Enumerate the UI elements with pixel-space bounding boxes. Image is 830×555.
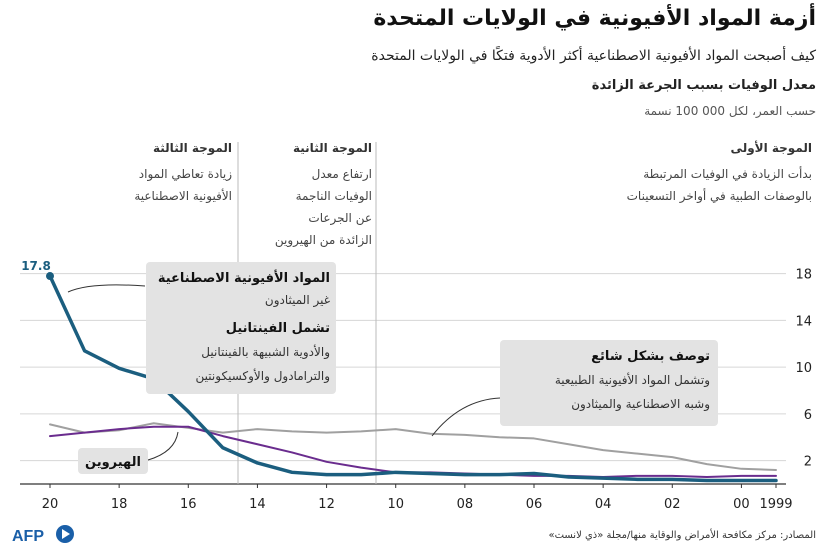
- callout-synthetic-line: غير الميثادون: [265, 293, 330, 308]
- metric-label: معدل الوفيات بسبب الجرعة الزائدة: [591, 78, 816, 93]
- callout-synthetic-subtitle: تشمل الفينتانيل: [226, 321, 330, 336]
- wave-second-title: الموجة الثانية: [293, 141, 372, 156]
- callout-heroin-leader: [147, 431, 179, 461]
- wave-third-title: الموجة الثالثة: [153, 141, 232, 156]
- x-tick-label: 18: [111, 497, 128, 512]
- source-note: المصادر: مركز مكافحة الأمراض والوقاية من…: [548, 530, 816, 541]
- chart-subtitle: كيف أصبحت المواد الأفيونية الاصطناعية أك…: [371, 48, 816, 64]
- x-tick-label: 04: [595, 497, 612, 512]
- wave-third: الموجة الثالثة زيادة تعاطي المواد الأفيو…: [134, 141, 232, 204]
- peak-point: [46, 272, 54, 281]
- series-line-synthetic: [48, 274, 778, 483]
- callout-prescription: توصف بشكل شائع وتشمل المواد الأفيونية ال…: [431, 340, 718, 437]
- y-tick-label: 2: [804, 455, 812, 470]
- wave-second: الموجة الثانية ارتفاع معدل الوفيات الناج…: [275, 141, 372, 248]
- series-line-prescription: [49, 422, 777, 471]
- wave-third-line: زيادة تعاطي المواد: [139, 167, 232, 182]
- callout-synthetic-leader: [67, 284, 146, 293]
- callout-synthetic-title: المواد الأفيونية الاصطناعية: [158, 269, 330, 286]
- callout-prescription-leader: [431, 397, 501, 437]
- wave-first-line: بالوصفات الطبية في أواخر التسعينات: [627, 188, 812, 204]
- x-tick-label: 14: [249, 497, 266, 512]
- x-tick-label: 08: [457, 497, 474, 512]
- x-tick-label: 16: [180, 497, 197, 512]
- callout-heroin-title: الهيروين: [85, 455, 141, 470]
- chart-title: أزمة المواد الأفيونية في الولايات المتحد…: [373, 6, 816, 31]
- y-tick-label: 6: [804, 408, 812, 423]
- callout-prescription-line: وتشمل المواد الأفيونية الطبيعية: [555, 372, 710, 388]
- wave-second-line: الزائدة من الهيروين: [275, 233, 372, 248]
- x-tick-label: 12: [318, 497, 335, 512]
- x-tick-label: 02: [664, 497, 681, 512]
- peak-value-label: 17.8: [21, 259, 51, 273]
- x-tick-label: 06: [526, 497, 543, 512]
- callout-heroin: الهيروين: [78, 431, 179, 474]
- wave-second-line: عن الجرعات: [308, 211, 372, 226]
- x-tick-label: 20: [42, 497, 59, 512]
- wave-first-title: الموجة الأولى: [731, 140, 812, 156]
- afp-logo-play: [62, 529, 70, 539]
- x-tick-label: 00: [733, 497, 750, 512]
- unit-label: حسب العمر، لكل 000 100 نسمة: [644, 104, 816, 118]
- wave-third-line: الأفيونية الاصطناعية: [134, 188, 232, 204]
- series-line-heroin: [49, 425, 777, 478]
- wave-second-line: الوفيات الناجمة: [296, 189, 372, 204]
- x-tick-label: 1999: [759, 497, 792, 512]
- y-tick-label: 18: [795, 268, 812, 283]
- afp-logo-text: AFP: [12, 528, 44, 545]
- x-tick-label: 10: [387, 497, 404, 512]
- callout-synthetic-line: والترامادول والأوكسيكونتين: [196, 368, 330, 384]
- callout-synthetic-line: والأدوية الشبيهة بالفينتانيل: [201, 344, 330, 360]
- callout-prescription-box: [500, 340, 718, 426]
- series-layer: [46, 272, 778, 483]
- y-tick-label: 10: [795, 361, 812, 376]
- wave-first: الموجة الأولى بدأت الزيادة في الوفيات ال…: [627, 140, 812, 204]
- afp-logo: AFP: [12, 525, 74, 545]
- tick-layer: 2 6 10 14 18 1999 00 02 04 06 08 10 12 14 16 18 20: [42, 268, 812, 512]
- callout-synthetic-box: [146, 262, 336, 394]
- callout-prescription-line: وشبه الاصطناعية والميثادون: [571, 397, 710, 412]
- y-tick-label: 14: [795, 314, 812, 329]
- callout-heroin-box: [78, 448, 148, 474]
- wave-second-line: ارتفاع معدل: [312, 167, 372, 182]
- callout-synthetic: المواد الأفيونية الاصطناعية غير الميثادو…: [67, 262, 336, 394]
- wave-first-line: بدأت الزيادة في الوفيات المرتبطة: [643, 166, 812, 182]
- callout-prescription-title: توصف بشكل شائع: [591, 349, 710, 364]
